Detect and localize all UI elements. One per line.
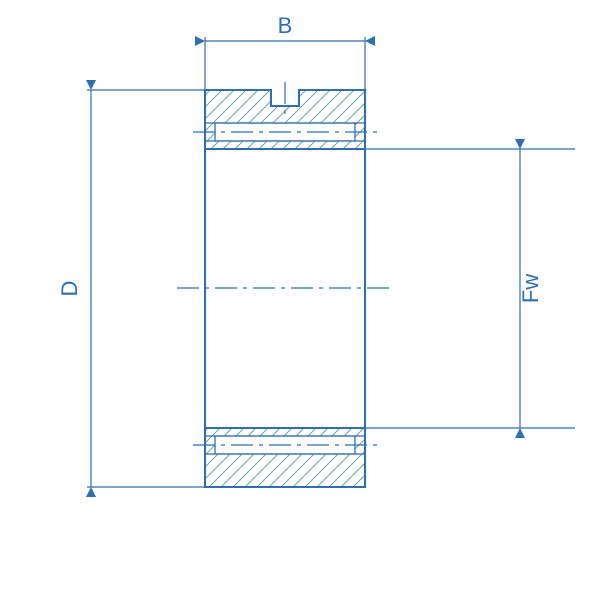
dimension-label-outer-diameter: D <box>57 281 82 297</box>
dimension-label-width: B <box>278 13 293 38</box>
cross-section <box>177 82 393 487</box>
dimension-lines: B D Fw <box>57 13 575 497</box>
dimension-label-inner-diameter: Fw <box>518 274 543 303</box>
